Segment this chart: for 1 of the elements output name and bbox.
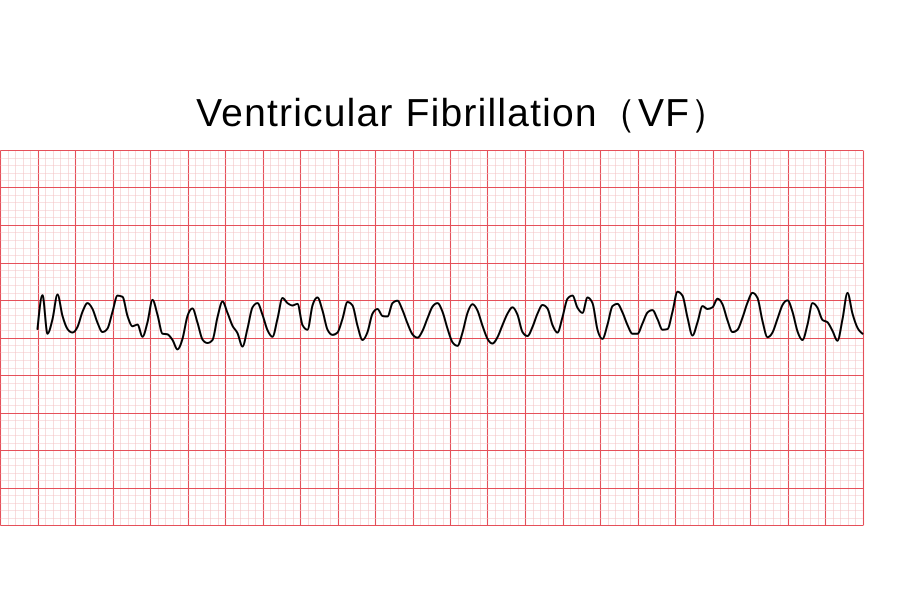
chart-title: Ventricular Fibrillation（VF） — [196, 92, 730, 135]
